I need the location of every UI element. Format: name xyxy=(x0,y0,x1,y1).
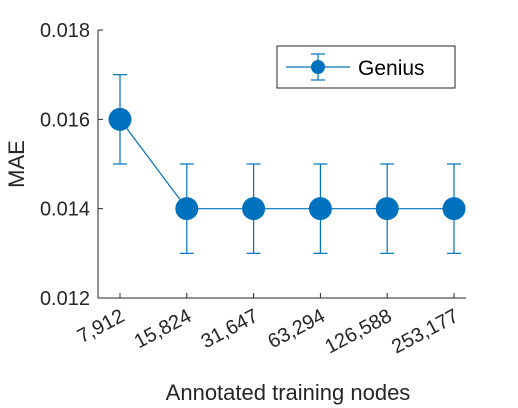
legend-marker xyxy=(311,60,325,74)
x-tick-label: 15,824 xyxy=(131,305,195,353)
plot-frame xyxy=(97,30,466,299)
y-tick-label: 0.014 xyxy=(40,199,90,221)
y-ticks: 0.012 0.014 0.016 0.018 xyxy=(40,20,103,310)
x-tick-label: 7,912 xyxy=(74,305,129,348)
x-axis-label: Annotated training nodes xyxy=(166,380,411,405)
y-tick-label: 0.018 xyxy=(40,20,90,42)
data-point xyxy=(108,107,132,131)
x-tick-label: 126,588 xyxy=(321,305,395,358)
x-tick-label: 31,647 xyxy=(198,305,262,353)
series-layer xyxy=(108,74,466,254)
x-tick-label: 253,177 xyxy=(388,305,462,358)
y-tick-label: 0.012 xyxy=(40,288,90,310)
data-point xyxy=(442,197,466,221)
y-tick-label: 0.016 xyxy=(40,109,90,131)
y-axis-label: MAE xyxy=(4,140,29,188)
data-point xyxy=(242,197,266,221)
legend-label: Genius xyxy=(358,57,425,80)
data-point xyxy=(175,197,199,221)
legend: Genius xyxy=(276,45,456,89)
data-point xyxy=(308,197,332,221)
series-line xyxy=(119,118,454,210)
x-tick-label: 63,294 xyxy=(264,305,328,353)
data-point xyxy=(375,197,399,221)
